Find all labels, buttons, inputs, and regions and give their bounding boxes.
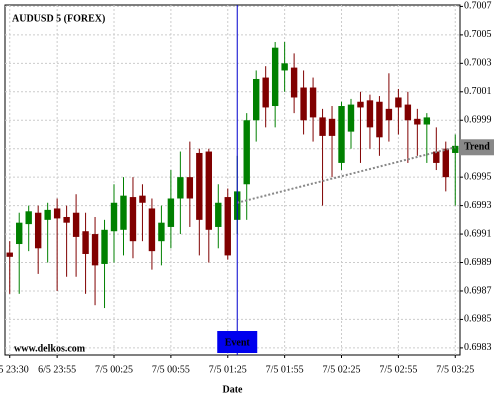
- candle-body: [366, 100, 374, 128]
- candle-body: [385, 108, 393, 121]
- candle-body: [63, 216, 70, 223]
- candle-body: [423, 117, 431, 125]
- y-tick-label: 0.6983: [464, 342, 492, 353]
- y-tick-label: 0.7005: [464, 29, 492, 40]
- candle-body: [44, 209, 51, 220]
- y-tick-label: 0.6993: [464, 200, 492, 211]
- candle-body: [120, 195, 127, 230]
- candle-body: [91, 234, 99, 266]
- candle-body: [347, 104, 355, 132]
- candle-body: [205, 151, 213, 230]
- candle-body: [442, 148, 449, 178]
- candle-body: [34, 212, 42, 249]
- candle-body: [148, 208, 156, 252]
- candle-body: [290, 67, 298, 98]
- candle-body: [252, 78, 260, 121]
- plot-frame: [4, 4, 461, 356]
- x-tick-label: 7/5 02:25: [322, 364, 360, 375]
- chart-title: AUDUSD 5 (FOREX): [12, 13, 105, 24]
- y-tick-label: 0.6999: [464, 115, 492, 126]
- candle-body: [215, 202, 222, 227]
- y-tick-label: 0.6995: [464, 171, 492, 182]
- x-axis-label: Date: [223, 384, 244, 395]
- candle-body: [433, 151, 440, 163]
- candle-body: [167, 198, 175, 227]
- x-tick-label: 7/5 01:25: [209, 364, 247, 375]
- candle-body: [281, 63, 288, 71]
- x-tick-label: 7/5 00:25: [95, 364, 133, 375]
- candle-body: [376, 101, 383, 138]
- x-tick-label: 7/5 00:55: [152, 364, 190, 375]
- candle-body: [72, 212, 80, 237]
- candle-body: [309, 87, 317, 118]
- candle-body: [177, 177, 184, 199]
- y-tick-label: 0.6991: [464, 228, 492, 239]
- candle-body: [129, 197, 137, 242]
- candle-body: [224, 197, 231, 256]
- candle-body: [16, 222, 23, 245]
- candle-body: [328, 118, 336, 136]
- candle-body: [158, 222, 165, 242]
- candle-body: [243, 120, 250, 185]
- y-tick-label: 0.6989: [464, 257, 492, 268]
- y-tick-label: 0.7003: [464, 58, 492, 69]
- candle-body: [271, 47, 279, 107]
- trend-label: Trend: [464, 142, 490, 153]
- candle-body: [395, 97, 402, 108]
- x-tick-label: 6/5 23:55: [38, 364, 76, 375]
- candle-body: [404, 104, 412, 121]
- trend-line: [236, 146, 456, 204]
- candle-body: [6, 252, 13, 257]
- candle-body: [300, 87, 307, 121]
- candle-body: [53, 208, 61, 219]
- y-tick-label: 0.7001: [464, 86, 492, 97]
- candle-body: [110, 202, 118, 232]
- candle-body: [139, 195, 146, 203]
- x-tick-label: 7/5 02:55: [379, 364, 417, 375]
- candle-body: [338, 106, 345, 163]
- y-tick-label: 0.6985: [464, 314, 492, 325]
- event-label-box: [217, 331, 258, 353]
- y-tick-label: 0.7007: [464, 1, 492, 12]
- event-label: Event: [225, 337, 251, 348]
- candle-body: [262, 77, 269, 108]
- candle-body: [25, 211, 32, 225]
- x-tick-label: 7/5 03:25: [436, 364, 474, 375]
- source-label: www.delkos.com: [14, 343, 86, 354]
- candle-body: [186, 177, 194, 199]
- candle-body: [414, 118, 421, 125]
- candle-body: [196, 152, 203, 220]
- candle-body: [452, 145, 459, 153]
- x-tick-label: 6/5 23:30: [0, 364, 29, 375]
- candle-body: [82, 231, 89, 254]
- trend-label-box: [460, 139, 494, 156]
- candle-body: [357, 101, 364, 108]
- y-tick-label: 0.6987: [464, 285, 492, 296]
- candle-body: [101, 229, 108, 264]
- x-tick-label: 7/5 01:55: [266, 364, 304, 375]
- candle-body: [319, 117, 326, 136]
